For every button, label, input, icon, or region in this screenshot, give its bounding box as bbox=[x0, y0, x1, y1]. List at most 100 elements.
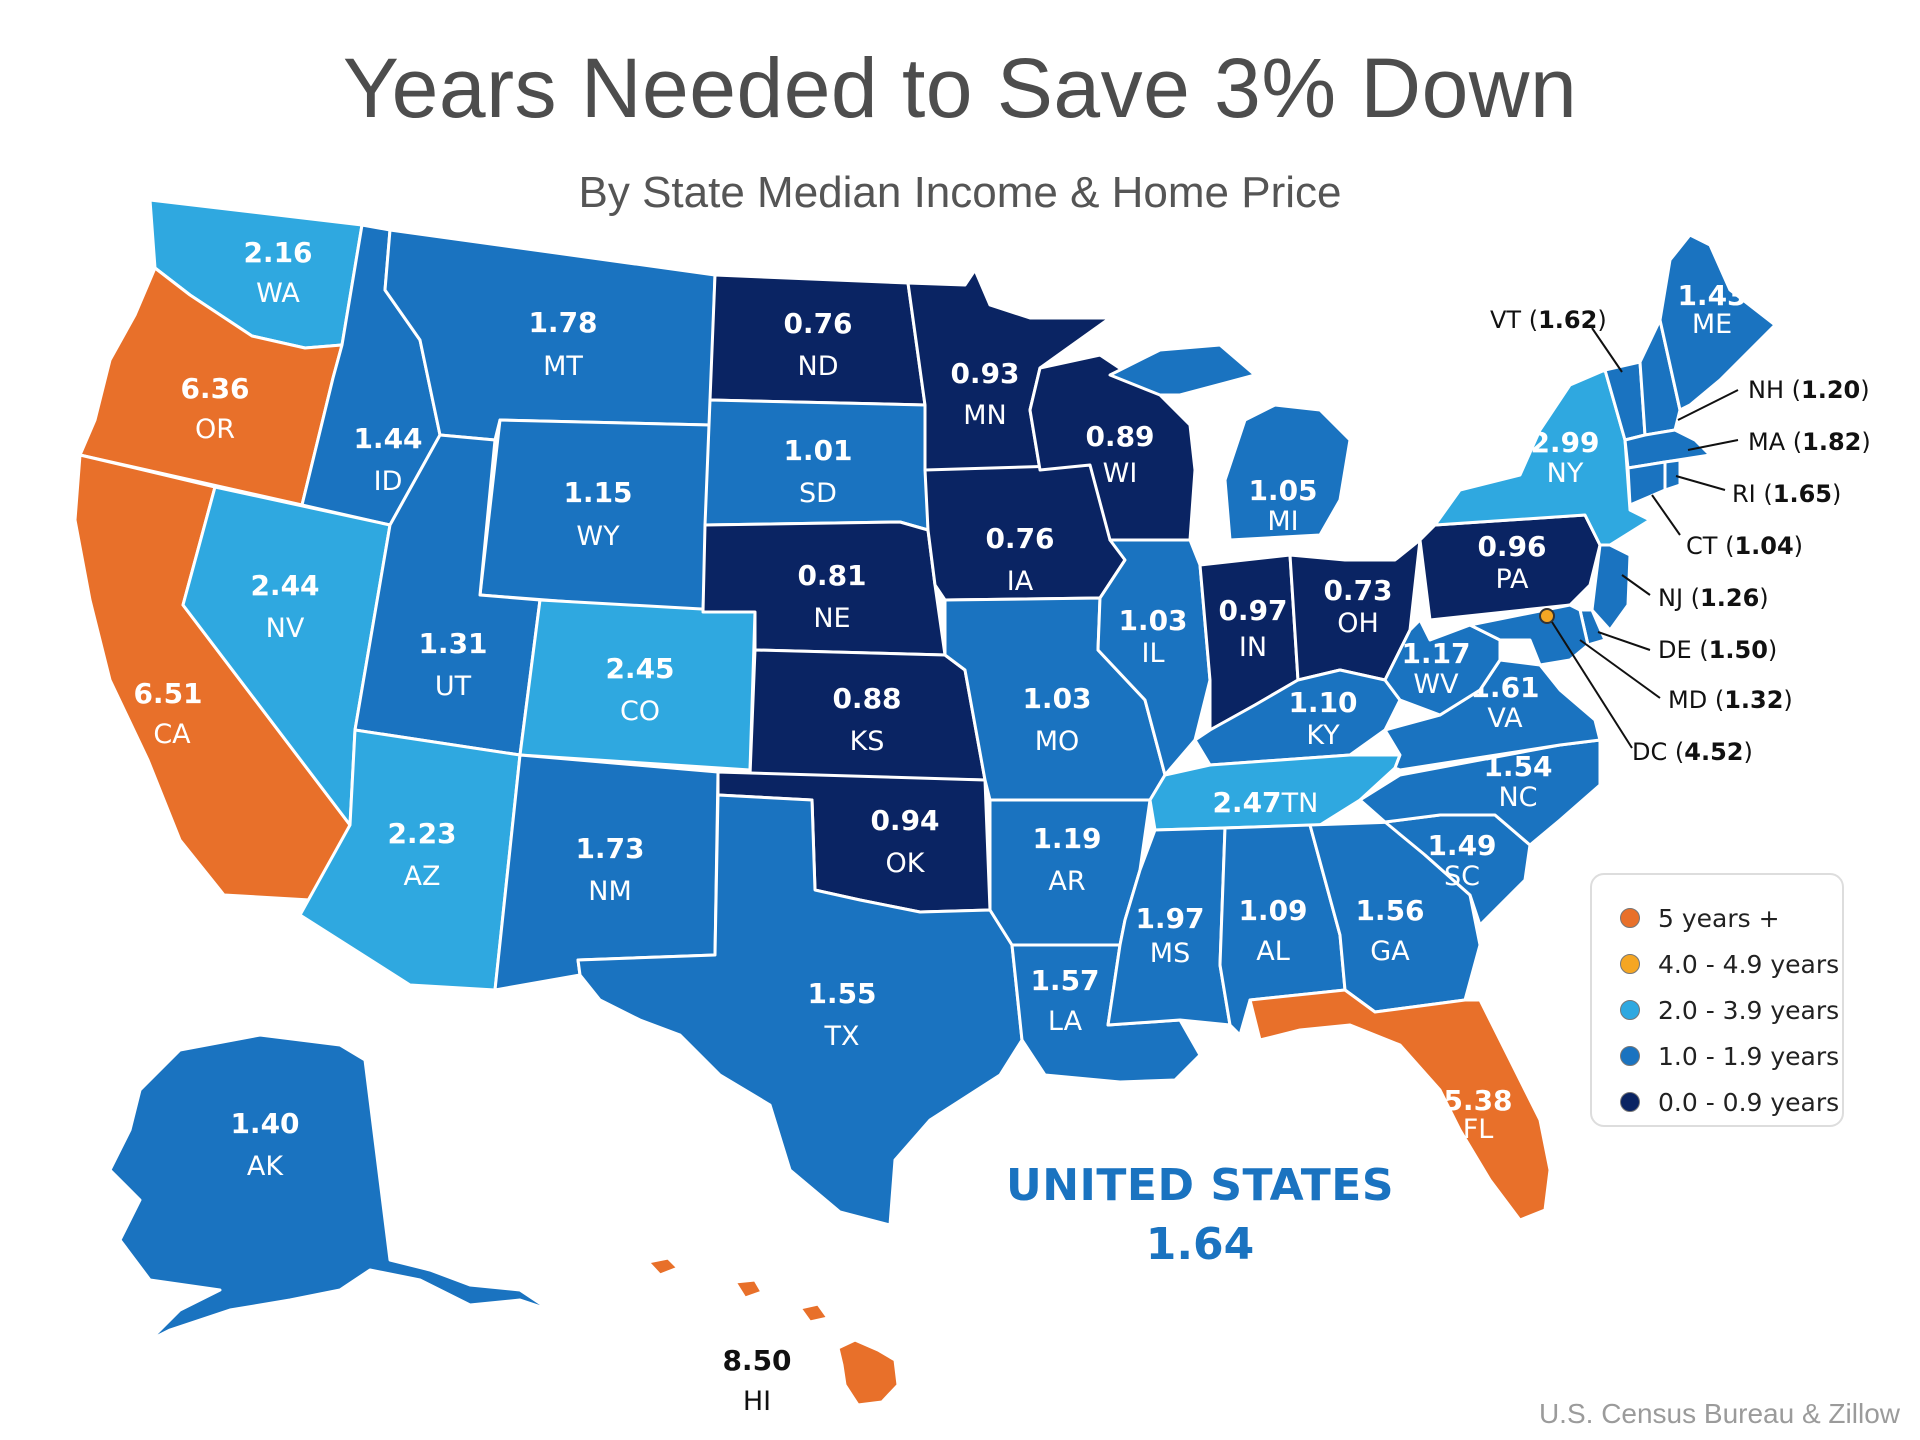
state-mt-value: 1.78 bbox=[528, 306, 597, 339]
state-tn-abbr: TN bbox=[1281, 788, 1319, 819]
legend-item: 1.0 - 1.9 years bbox=[1620, 1039, 1839, 1073]
state-fl: 5.38 FL bbox=[1248, 988, 1552, 1222]
state-nv: 2.44 NV bbox=[181, 485, 392, 827]
legend-item: 5 years + bbox=[1620, 901, 1780, 935]
leader-de bbox=[1597, 631, 1651, 651]
state-il-value: 1.03 bbox=[1118, 604, 1187, 637]
state-ut-abbr: UT bbox=[435, 671, 472, 702]
state-ct-shape bbox=[1626, 460, 1667, 507]
leader-vt bbox=[1591, 327, 1623, 373]
national-title: UNITED STATES bbox=[1005, 1160, 1395, 1211]
state-ky-value: 1.10 bbox=[1288, 686, 1357, 719]
state-id-value: 1.44 bbox=[353, 422, 422, 455]
state-id-abbr: ID bbox=[374, 466, 403, 497]
state-wv-value: 1.17 bbox=[1401, 637, 1470, 670]
national-value: 1.64 bbox=[1145, 1219, 1255, 1270]
state-ky-abbr: KY bbox=[1306, 720, 1340, 751]
state-al-value: 1.09 bbox=[1238, 894, 1307, 927]
state-az-value: 2.23 bbox=[387, 817, 456, 850]
state-co-value: 2.45 bbox=[605, 652, 674, 685]
state-ak-abbr: AK bbox=[247, 1151, 284, 1182]
leader-ma bbox=[1687, 439, 1739, 451]
state-ms-value: 1.97 bbox=[1135, 902, 1204, 935]
state-nm: 1.73 NM bbox=[493, 753, 720, 992]
state-il-abbr: IL bbox=[1141, 638, 1164, 669]
callout-md: MD (1.32) bbox=[1668, 686, 1793, 714]
state-tn: 2.47 TN bbox=[1148, 753, 1402, 832]
state-ca-abbr: CA bbox=[153, 719, 191, 750]
state-wi-value: 0.89 bbox=[1085, 420, 1154, 453]
state-ks: 0.88 KS bbox=[748, 648, 987, 782]
national-summary: UNITED STATES 1.64 bbox=[1000, 1160, 1400, 1270]
legend-item: 0.0 - 0.9 years bbox=[1620, 1085, 1839, 1119]
legend-label: 4.0 - 4.9 years bbox=[1658, 949, 1840, 979]
state-in-abbr: IN bbox=[1239, 632, 1267, 663]
state-tn-value: 2.47 bbox=[1212, 786, 1281, 819]
legend-label: 1.0 - 1.9 years bbox=[1658, 1041, 1840, 1071]
callout-vt: VT (1.62) bbox=[1490, 306, 1607, 334]
state-ca-value: 6.51 bbox=[133, 677, 202, 710]
state-oh-abbr: OH bbox=[1337, 608, 1379, 639]
legend-item: 4.0 - 4.9 years bbox=[1620, 947, 1839, 981]
state-pa-value: 0.96 bbox=[1477, 530, 1546, 563]
state-ok-abbr: OK bbox=[886, 848, 926, 879]
state-me-shape bbox=[1658, 233, 1777, 412]
state-hi-abbr: HI bbox=[743, 1386, 771, 1417]
state-nc-abbr: NC bbox=[1498, 782, 1537, 813]
state-sd-value: 1.01 bbox=[783, 434, 852, 467]
state-mn-value: 0.93 bbox=[950, 357, 1019, 390]
leader-dc bbox=[1551, 621, 1633, 749]
state-mn-abbr: MN bbox=[963, 400, 1007, 431]
state-nh bbox=[1638, 318, 1682, 437]
state-ak: 1.40 AK bbox=[108, 1033, 552, 1342]
state-ga: 1.56 GA bbox=[1308, 820, 1482, 1014]
legend-label: 2.0 - 3.9 years bbox=[1658, 995, 1840, 1025]
state-nd: 0.76 ND bbox=[708, 273, 927, 407]
state-tx-abbr: TX bbox=[824, 1021, 860, 1052]
state-hi-value: 8.50 bbox=[722, 1344, 791, 1377]
leader-ct bbox=[1651, 494, 1681, 536]
state-ri-shape bbox=[1663, 458, 1682, 492]
state-pa-abbr: PA bbox=[1495, 564, 1529, 595]
state-tn-shape bbox=[1148, 753, 1402, 832]
state-wy-value: 1.15 bbox=[563, 476, 632, 509]
state-mn: 0.93 MN bbox=[906, 268, 1112, 472]
state-wy: 1.15 WY bbox=[478, 418, 712, 614]
leader-nh bbox=[1677, 389, 1739, 421]
state-nv-value: 2.44 bbox=[250, 569, 319, 602]
state-oh-value: 0.73 bbox=[1323, 574, 1392, 607]
state-mt-abbr: MT bbox=[543, 351, 583, 382]
state-mn-shape bbox=[906, 268, 1112, 472]
legend-swatch-icon bbox=[1620, 1092, 1640, 1112]
state-va: 1.61 VA bbox=[1383, 658, 1602, 772]
state-mi-shape bbox=[1108, 343, 1352, 542]
state-nd-value: 0.76 bbox=[783, 307, 852, 340]
state-la-abbr: LA bbox=[1048, 1006, 1083, 1037]
state-mi-value: 1.05 bbox=[1248, 474, 1317, 507]
state-sc-abbr: SC bbox=[1444, 861, 1480, 892]
state-md-shape bbox=[1468, 603, 1590, 667]
callout-dc: DC (4.52) bbox=[1632, 738, 1753, 766]
state-wa-abbr: WA bbox=[256, 278, 300, 309]
state-ms: 1.97 MS bbox=[1106, 826, 1232, 1027]
state-tx: 1.55 TX bbox=[576, 793, 1024, 1227]
state-wa: 2.16 WA bbox=[148, 198, 364, 350]
state-ar: 1.19 AR bbox=[988, 798, 1152, 947]
state-ms-abbr: MS bbox=[1150, 938, 1190, 969]
callout-ct: CT (1.04) bbox=[1686, 532, 1803, 560]
legend-swatch-icon bbox=[1620, 908, 1640, 928]
state-mo-value: 1.03 bbox=[1022, 682, 1091, 715]
leader-nj bbox=[1621, 574, 1651, 596]
state-pa: 0.96 PA bbox=[1418, 513, 1602, 622]
state-mt: 1.78 MT bbox=[383, 228, 717, 442]
state-il: 1.03 IL bbox=[1096, 538, 1212, 777]
legend-item: 2.0 - 3.9 years bbox=[1620, 993, 1839, 1027]
state-ia-abbr: IA bbox=[1007, 566, 1034, 597]
state-mi: 1.05 MI bbox=[1108, 343, 1352, 542]
state-nd-abbr: ND bbox=[798, 351, 839, 382]
leader-ri bbox=[1675, 475, 1726, 491]
state-ga-abbr: GA bbox=[1370, 936, 1410, 967]
state-nm-value: 1.73 bbox=[575, 832, 644, 865]
state-co-abbr: CO bbox=[620, 696, 660, 727]
